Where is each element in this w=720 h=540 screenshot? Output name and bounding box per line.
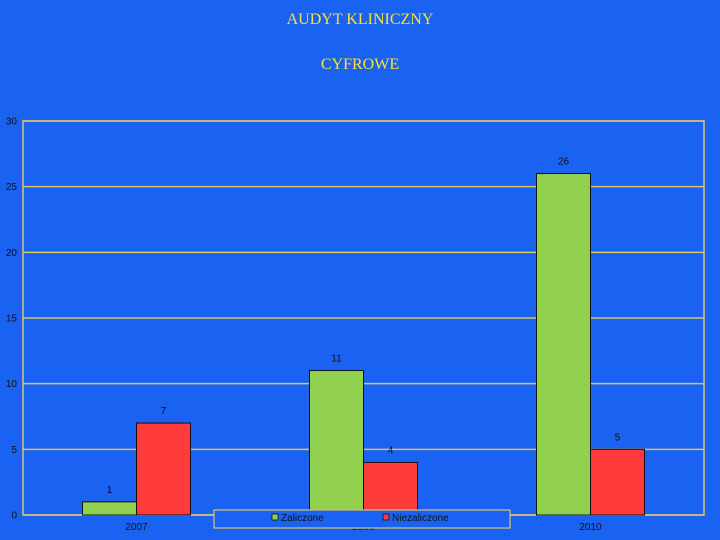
x-tick-label-2007: 2007 [125,522,148,533]
data-label-zaliczone-2010: 26 [558,157,570,168]
data-label-niezaliczone-2008: 4 [388,445,394,456]
legend-label-zaliczone: Zaliczone [281,513,324,524]
bar-niezaliczone-2007 [136,422,191,516]
chart-title: AUDYT KLINICZNY [286,11,434,28]
y-tick-label-0: 0 [11,511,17,522]
legend-swatch-zaliczone [271,513,279,521]
bar-niezaliczone-2008 [363,461,418,516]
bar-zaliczone-2008 [309,370,364,516]
x-tick-label-2010: 2010 [579,522,602,533]
bar-zaliczone-2010 [536,173,591,516]
y-tick-label-30: 30 [6,117,18,128]
legend-label-niezaliczone: Niezaliczone [392,513,449,524]
y-tick-label-25: 25 [6,182,18,193]
data-labels: 1 7 11 4 26 5 [107,157,621,496]
legend-box [213,509,511,529]
legend-swatch-niezaliczone [382,513,390,521]
y-tick-label-15: 15 [6,314,18,325]
data-label-zaliczone-2008: 11 [331,354,342,365]
data-label-niezaliczone-2007: 7 [161,406,167,417]
y-axis-ticks: 0 5 10 15 20 25 30 [6,117,18,522]
bars [82,173,645,516]
y-tick-label-5: 5 [11,445,17,456]
chart-subtitle: CYFROWE [320,56,400,73]
data-label-niezaliczone-2010: 5 [615,432,621,443]
bar-niezaliczone-2010 [590,448,645,516]
legend: Zaliczone Niezaliczone [213,509,511,529]
y-tick-label-10: 10 [6,379,18,390]
y-tick-label-20: 20 [6,248,18,259]
data-label-zaliczone-2007: 1 [107,485,113,496]
bar-zaliczone-2007 [82,501,137,516]
